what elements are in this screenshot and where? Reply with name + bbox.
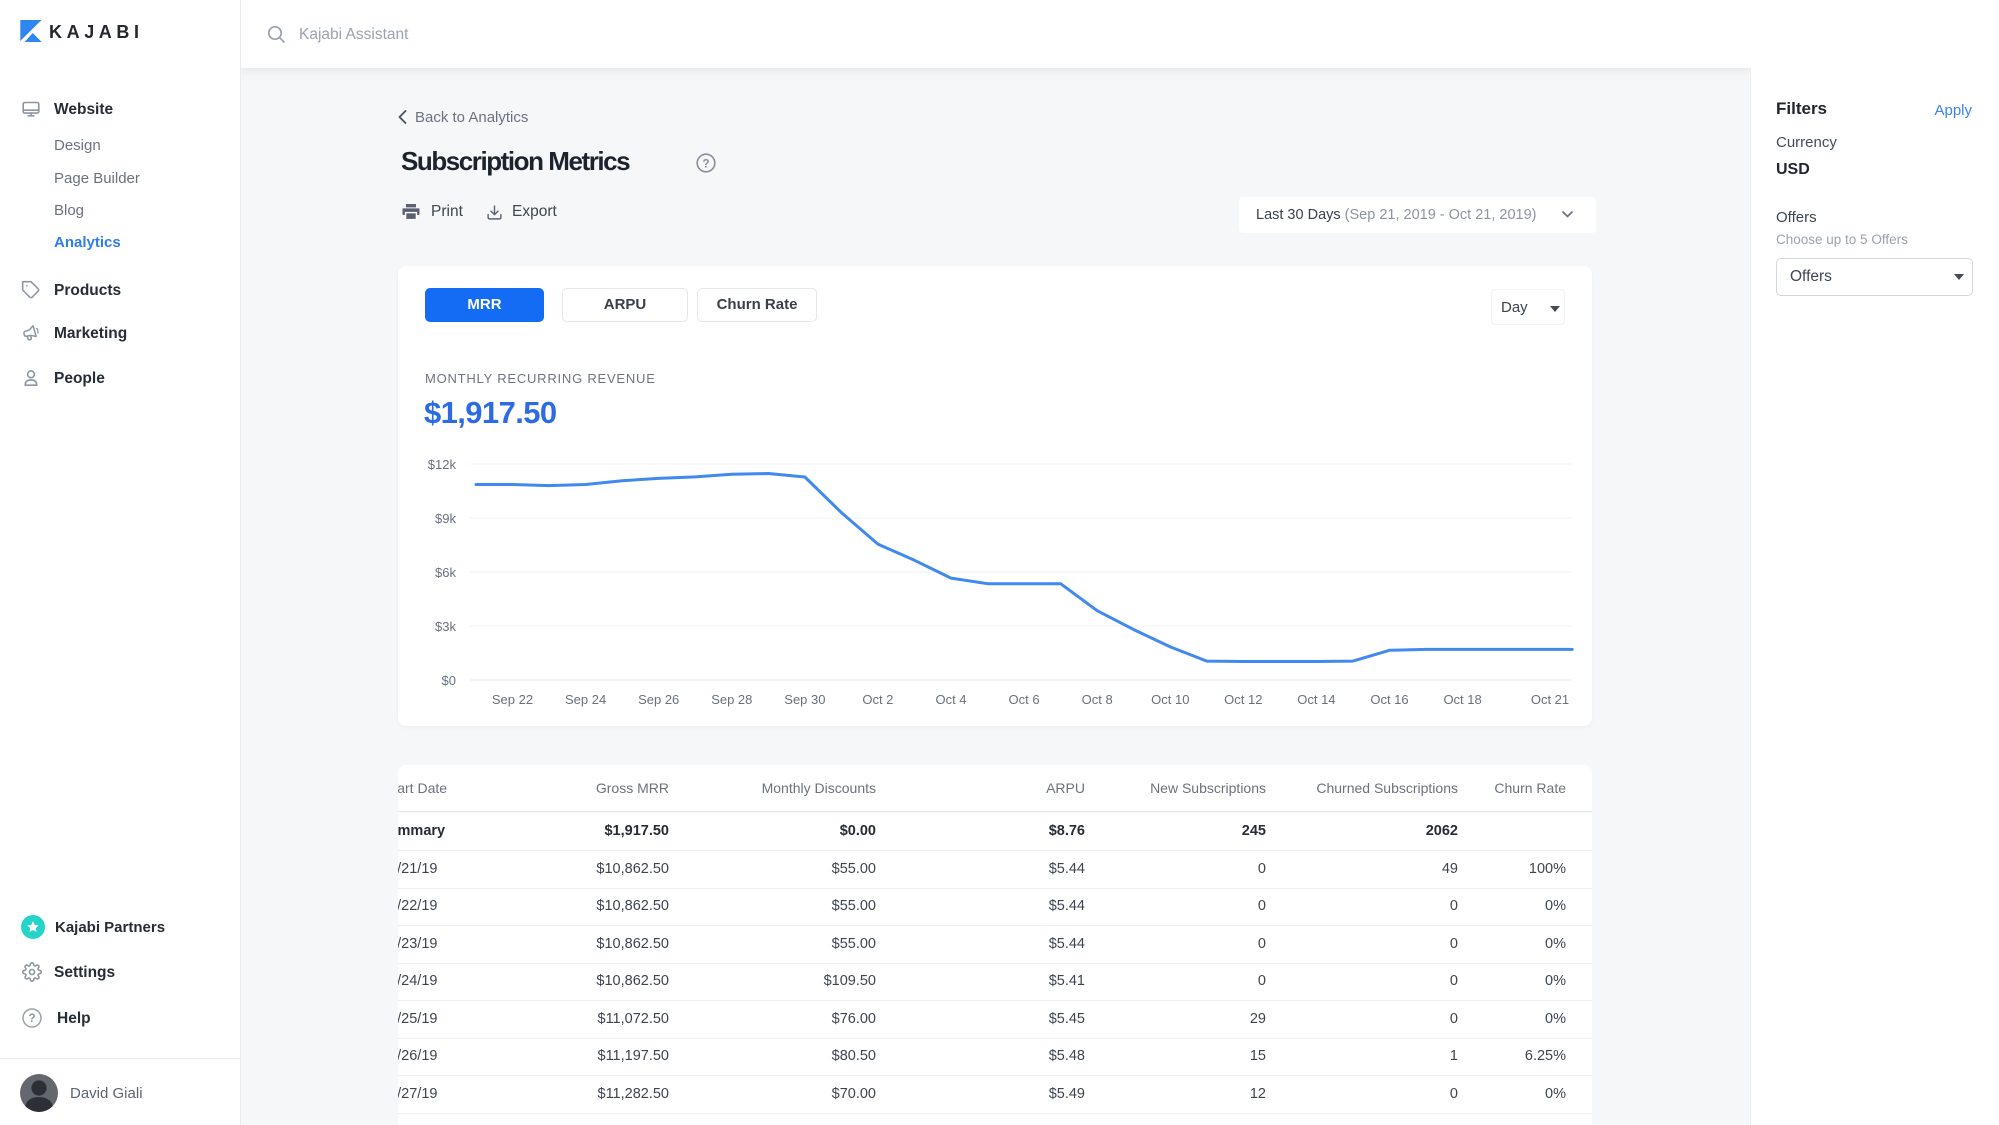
svg-text:?: ? <box>28 1013 35 1025</box>
svg-text:?: ? <box>702 158 709 170</box>
